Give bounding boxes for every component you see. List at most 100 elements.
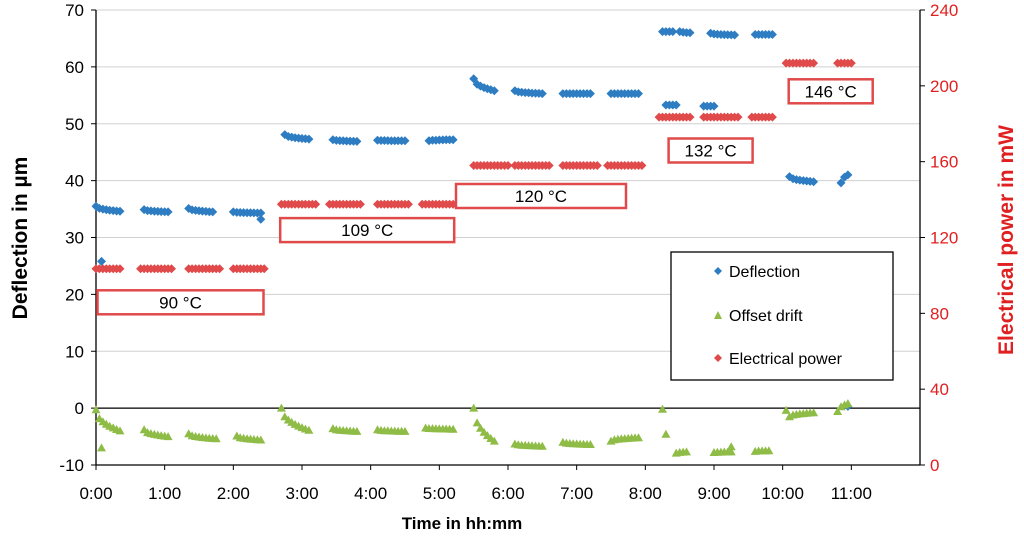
y-tick-right-label-1: 40 xyxy=(930,380,949,399)
legend-label-electrical-power: Electrical power xyxy=(729,351,843,368)
offset-drift-point-4-8 xyxy=(304,425,314,434)
legend-marker-electrical-power xyxy=(714,354,722,362)
y-tick-right-label-0: 0 xyxy=(930,456,939,475)
offset-drift-point-9-8 xyxy=(537,441,547,450)
deflection-point-16-3 xyxy=(671,100,681,110)
deflection-point-1-7 xyxy=(163,207,173,217)
electrical-power-point-10-10 xyxy=(592,161,602,170)
offset-drift-point-12-3 xyxy=(682,447,691,456)
y-tick-left-label-0: -10 xyxy=(59,456,84,475)
deflection-point-3-8 xyxy=(256,208,266,218)
y-tick-left-label-3: 20 xyxy=(65,285,84,304)
deflection-point-14-7 xyxy=(730,30,740,40)
deflection-point-6-8 xyxy=(400,136,410,146)
offset-drift-point-0-7 xyxy=(115,426,125,435)
electrical-power-point-5-9 xyxy=(355,199,365,209)
deflection-point-7-7 xyxy=(448,135,458,145)
offset-drift-point-7-8 xyxy=(448,424,458,433)
deflection-point-11-8 xyxy=(634,89,643,99)
legend-marker-deflection xyxy=(714,267,722,275)
x-tick-label-1: 1:00 xyxy=(148,484,181,503)
electrical-power-point-1-9 xyxy=(167,264,176,274)
electrical-power-point-2-9 xyxy=(215,264,225,274)
x-tick-label-7: 7:00 xyxy=(560,484,593,503)
offset-drift-point-3-7 xyxy=(256,435,266,444)
offset-drift-point-2-8 xyxy=(211,434,221,443)
electrical-power-point-3-9 xyxy=(259,264,269,274)
legend: Deflection Offset drift Electrical power xyxy=(670,251,894,381)
electrical-power-point-11-10 xyxy=(637,161,647,170)
deflection-point-8-6 xyxy=(489,86,499,96)
y-tick-left-label-2: 10 xyxy=(65,342,84,361)
deflection-point-0-7 xyxy=(115,206,125,216)
x-tick-label-2: 2:00 xyxy=(217,484,250,503)
deflection-point-19-0 xyxy=(836,178,846,188)
electrical-power-point-16-4 xyxy=(846,58,856,68)
offset-drift-point-15-7 xyxy=(809,408,819,417)
y-tick-left-label-4: 30 xyxy=(65,229,84,248)
x-tick-label-5: 5:00 xyxy=(423,484,456,503)
y-tick-left-label-5: 40 xyxy=(65,172,84,191)
x-tick-label-8: 8:00 xyxy=(629,484,662,503)
offset-drift-point-6-8 xyxy=(400,426,410,435)
offset-drift-outlier-0 xyxy=(97,443,106,452)
electrical-power-point-8-10 xyxy=(503,161,513,170)
y-axis-right-title: Electrical power in mW xyxy=(995,125,1018,355)
temperature-labels: 90 °C 109 °C 120 °C 132 °C 146 °C xyxy=(96,78,874,316)
temp-label-2: 120 °C xyxy=(515,187,567,206)
y-tick-right-label-5: 200 xyxy=(930,77,958,96)
legend-box xyxy=(670,251,894,381)
y-axis-left-title: Deflection in µm xyxy=(9,157,32,320)
offset-drift-point-16-0 xyxy=(833,407,843,415)
electrical-power-point-0-7 xyxy=(115,264,125,274)
deflection-point-4-7 xyxy=(304,134,314,144)
y-tick-right-label-6: 240 xyxy=(930,1,958,20)
x-tick-label-9: 9:00 xyxy=(697,484,730,503)
offset-drift-outlier-3 xyxy=(726,442,736,451)
electrical-power-point-4-10 xyxy=(311,199,321,209)
offset-drift-outlier-1 xyxy=(658,404,667,413)
x-tick-label-0: 0:00 xyxy=(79,484,112,503)
offset-drift-point-10-8 xyxy=(585,440,595,448)
legend-marker-offset-drift xyxy=(714,311,722,319)
electrical-power-point-9-10 xyxy=(544,161,554,170)
x-tick-label-10: 10:00 xyxy=(761,484,804,503)
y-tick-left-label-7: 60 xyxy=(65,58,84,77)
offset-drift-point-13-5 xyxy=(726,447,736,456)
x-axis-ticks: 0:00 1:00 2:00 3:00 4:00 5:00 6:00 7:00 8:00 9:00… xyxy=(79,465,872,503)
electrical-power-point-13-10 xyxy=(733,112,743,122)
offset-drift-point-8-0 xyxy=(469,403,479,412)
y-tick-right-label-2: 80 xyxy=(930,304,949,323)
temp-label-1: 109 °C xyxy=(341,221,393,240)
y-tick-right-label-3: 120 xyxy=(930,229,958,248)
deflection-point-2-7 xyxy=(208,207,218,217)
electrical-power-point-6-9 xyxy=(403,199,413,209)
y-tick-left-label-8: 70 xyxy=(65,1,84,20)
deflection-point-13-3 xyxy=(685,28,695,38)
electrical-power-point-12-9 xyxy=(685,112,695,122)
y-tick-left-label-6: 50 xyxy=(65,115,84,134)
electrical-power-point-15-8 xyxy=(809,58,819,68)
offset-drift-point-4-0 xyxy=(276,403,286,412)
y-tick-right-label-4: 160 xyxy=(930,153,958,172)
deflection-point-15-5 xyxy=(767,30,777,39)
offset-drift-point-1-7 xyxy=(163,432,173,441)
x-tick-label-6: 6:00 xyxy=(491,484,524,503)
deflection-point-5-7 xyxy=(352,136,362,146)
offset-drift-point-14-4 xyxy=(764,446,774,455)
deflection-point-17-3 xyxy=(709,101,719,111)
deflection-point-18-7 xyxy=(809,177,819,187)
offset-drift-point-11-8 xyxy=(634,433,643,442)
deflection-point-12-3 xyxy=(668,27,678,37)
temp-box-1 xyxy=(278,216,456,244)
temp-label-4: 146 °C xyxy=(805,82,857,101)
offset-drift-point-8-2 xyxy=(476,423,485,432)
x-tick-label-11: 11:00 xyxy=(831,484,872,503)
deflection-point-10-8 xyxy=(585,89,595,99)
offset-drift-point-5-7 xyxy=(352,426,362,435)
x-tick-label-3: 3:00 xyxy=(285,484,318,503)
legend-label-deflection: Deflection xyxy=(729,264,800,281)
offset-drift-outlier-2 xyxy=(661,429,671,438)
temp-label-0: 90 °C xyxy=(159,293,202,312)
